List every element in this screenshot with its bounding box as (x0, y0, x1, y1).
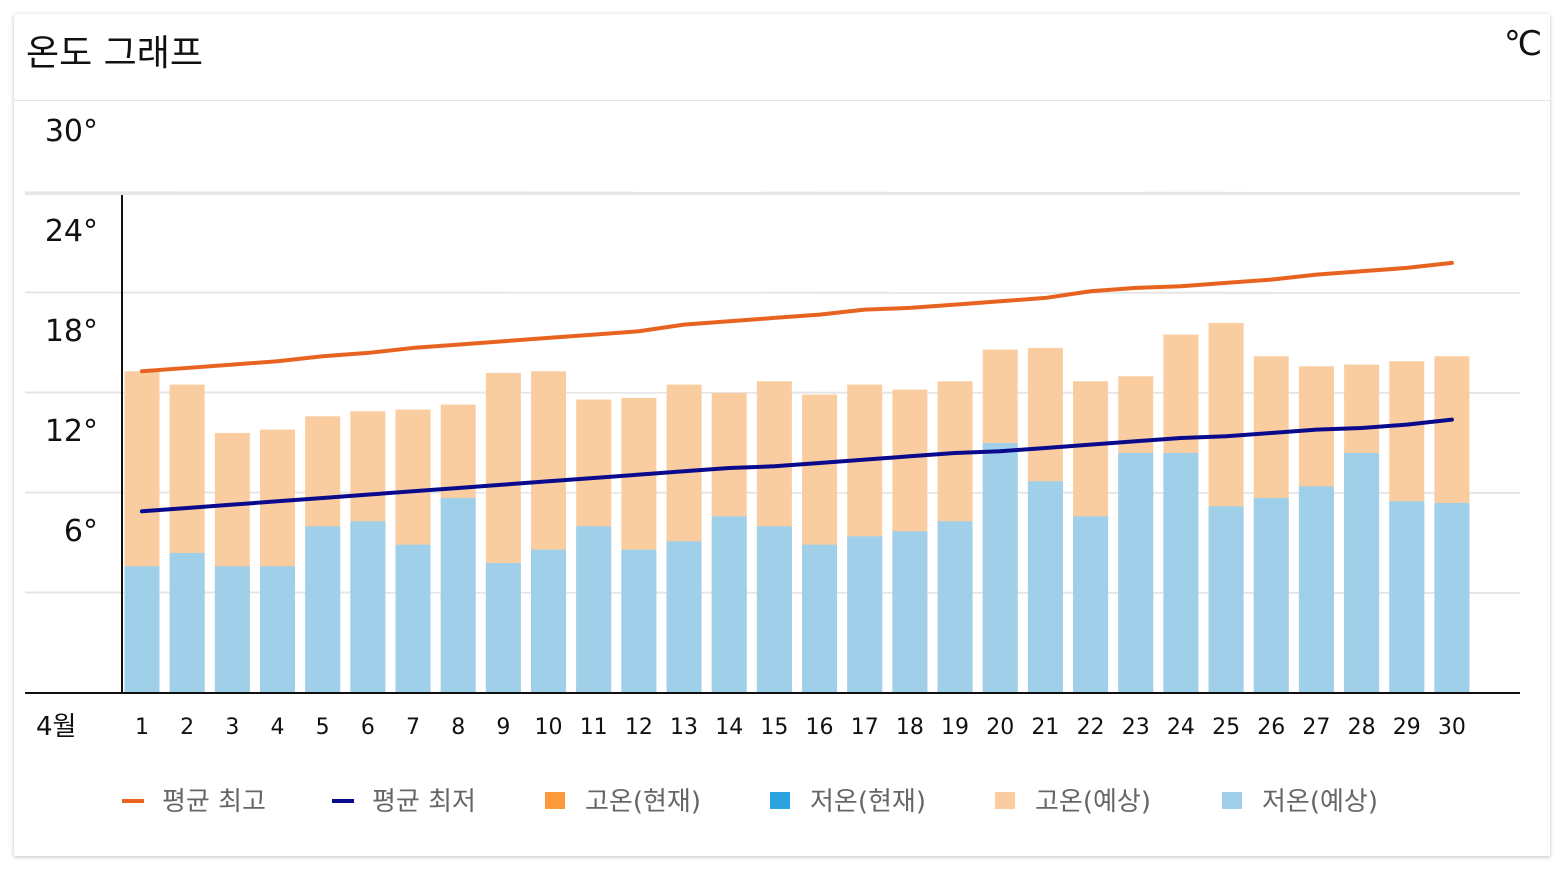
bar-low-forecast (350, 521, 386, 693)
y-tick-label: 6° (64, 514, 98, 549)
x-tick-label: 22 (1077, 715, 1105, 740)
x-tick-label: 20 (986, 715, 1014, 740)
x-tick-label: 6 (361, 715, 375, 740)
bar-low-forecast (576, 526, 612, 693)
bar-low-forecast (169, 552, 205, 693)
x-tick-label: 8 (451, 715, 465, 740)
legend-label: 평균 최고 (162, 787, 266, 817)
x-tick-label: 3 (225, 715, 239, 740)
legend-swatch-line (122, 799, 144, 803)
bar-low-forecast (621, 549, 657, 693)
legend-label: 고온(현재) (585, 787, 701, 817)
bar-low-forecast (1253, 497, 1289, 693)
bar-low-forecast (802, 544, 838, 693)
legend-swatch-box (1222, 792, 1242, 809)
chart-title: 온도 그래프 (26, 33, 204, 74)
bar-low-forecast (1118, 452, 1154, 693)
x-tick-label: 30 (1438, 715, 1466, 740)
bar-low-forecast (395, 544, 431, 693)
bar-low-forecast (1027, 481, 1063, 693)
bar-low-forecast (937, 521, 973, 693)
bar-low-forecast (666, 541, 702, 693)
legend-label: 고온(예상) (1035, 787, 1151, 817)
x-tick-label: 16 (806, 715, 834, 740)
bar-low-forecast (756, 526, 792, 693)
legend-label: 평균 최저 (372, 787, 476, 817)
bar-low-forecast (260, 566, 296, 693)
bar-low-forecast (305, 526, 341, 693)
x-tick-label: 19 (941, 715, 969, 740)
x-tick-label: 11 (580, 715, 608, 740)
bar-low-forecast (711, 516, 747, 693)
legend-label: 저온(예상) (1262, 787, 1378, 817)
bar-low-forecast (485, 562, 521, 693)
y-tick-label: 30° (45, 114, 98, 149)
bar-low-forecast (982, 442, 1018, 693)
x-tick-label: 26 (1257, 715, 1285, 740)
bar-low-forecast (214, 566, 250, 693)
legend-label: 저온(현재) (810, 787, 926, 817)
x-tick-label: 1 (135, 715, 149, 740)
bar-low-forecast (1389, 501, 1425, 693)
x-tick-label: 24 (1167, 715, 1195, 740)
x-tick-label: 18 (896, 715, 924, 740)
y-tick-label: 18° (45, 314, 98, 349)
bar-low-forecast (1434, 502, 1470, 693)
bar-low-forecast (440, 497, 476, 693)
bar-low-forecast (1208, 506, 1244, 693)
legend-swatch-line (332, 799, 354, 803)
legend-swatch-box (770, 792, 790, 809)
x-tick-label: 4 (271, 715, 285, 740)
bar-low-forecast (1344, 452, 1380, 693)
line-avg-high (140, 260, 1454, 374)
x-tick-label: 5 (316, 715, 330, 740)
y-tick-label: 24° (45, 214, 98, 249)
x-tick-label: 29 (1393, 715, 1421, 740)
x-tick-label: 28 (1348, 715, 1376, 740)
x-tick-label: 23 (1122, 715, 1150, 740)
bar-low-forecast (847, 536, 883, 693)
x-tick-label: 15 (760, 715, 788, 740)
x-tick-label: 27 (1302, 715, 1330, 740)
bar-low-forecast (531, 549, 567, 693)
x-tick-label: 12 (625, 715, 653, 740)
header-divider (14, 100, 1550, 101)
x-tick-label: 13 (670, 715, 698, 740)
x-tick-label: 25 (1212, 715, 1240, 740)
x-tick-label: 9 (496, 715, 510, 740)
legend-swatch-box (545, 792, 565, 809)
x-tick-label: 7 (406, 715, 420, 740)
y-tick-label: 12° (45, 414, 98, 449)
bar-low-forecast (124, 566, 160, 693)
gridline (24, 291, 1521, 294)
x-tick-label: 17 (851, 715, 879, 740)
bar-low-forecast (892, 531, 928, 693)
line-avg-low (140, 417, 1454, 514)
x-tick-label: 14 (715, 715, 743, 740)
bar-low-forecast (1298, 486, 1334, 693)
x-tick-label: 2 (180, 715, 194, 740)
bar-low-forecast (1073, 516, 1109, 693)
bar-low-forecast (1163, 452, 1199, 693)
x-axis-title: 4월 (36, 712, 76, 742)
x-tick-label: 10 (535, 715, 563, 740)
gridline (24, 191, 1521, 194)
legend-swatch-box (995, 792, 1015, 809)
x-tick-label: 21 (1031, 715, 1059, 740)
unit-label: ℃ (1503, 24, 1542, 64)
